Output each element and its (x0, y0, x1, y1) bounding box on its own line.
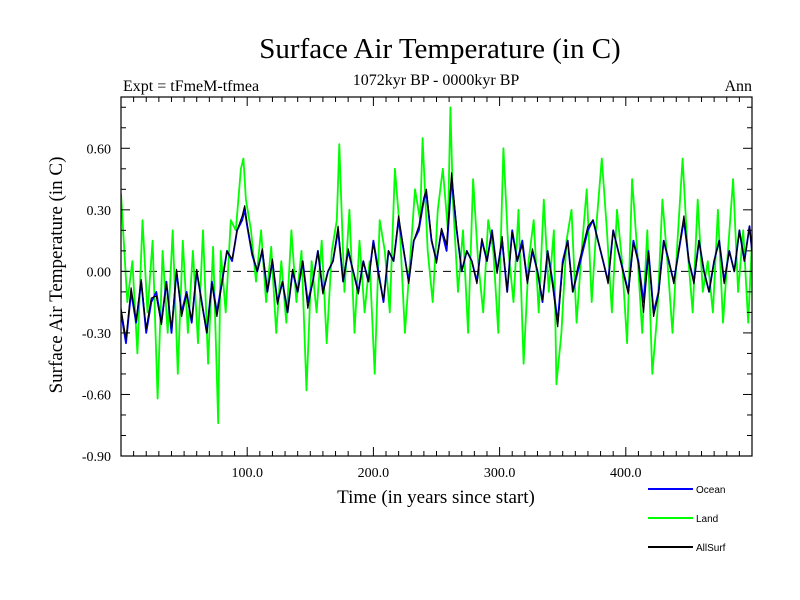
x-tick-label: 200.0 (358, 466, 390, 481)
y-tick-label: -0.60 (82, 388, 111, 403)
season-label: Ann (724, 78, 752, 95)
x-tick-label: 300.0 (484, 466, 516, 481)
tick-labels: 100.0 200.0 300.0 400.0 -0.90 -0.60 -0.30 0.00 0… (82, 142, 642, 481)
series-line-land (121, 106, 752, 425)
x-tick-label: 400.0 (610, 466, 642, 481)
axis-ticks (121, 97, 752, 456)
series-line-allsurf (121, 172, 752, 340)
y-tick-label: 0.60 (87, 142, 112, 157)
time-range-label: 1072kyr BP - 0000kyr BP (353, 72, 520, 89)
y-tick-label: -0.30 (82, 327, 111, 342)
legend-label-ocean: Ocean (696, 485, 725, 496)
chart-title: Surface Air Temperature (in C) (259, 33, 620, 65)
plot-frame (120, 96, 753, 457)
y-tick-label: 0.00 (87, 265, 112, 280)
x-axis-label: Time (in years since start) (337, 487, 535, 508)
experiment-label: Expt = tFmeM-tfmea (123, 78, 259, 95)
legend: Ocean Land AllSurf (648, 485, 726, 554)
x-tick-label: 100.0 (231, 466, 263, 481)
y-tick-label: 0.30 (87, 204, 112, 219)
plot-area (120, 96, 753, 457)
legend-label-allsurf: AllSurf (696, 543, 726, 554)
y-axis-label: Surface Air Temperature (in C) (46, 157, 67, 394)
legend-label-land: Land (696, 514, 718, 525)
y-tick-label: -0.90 (82, 450, 111, 465)
